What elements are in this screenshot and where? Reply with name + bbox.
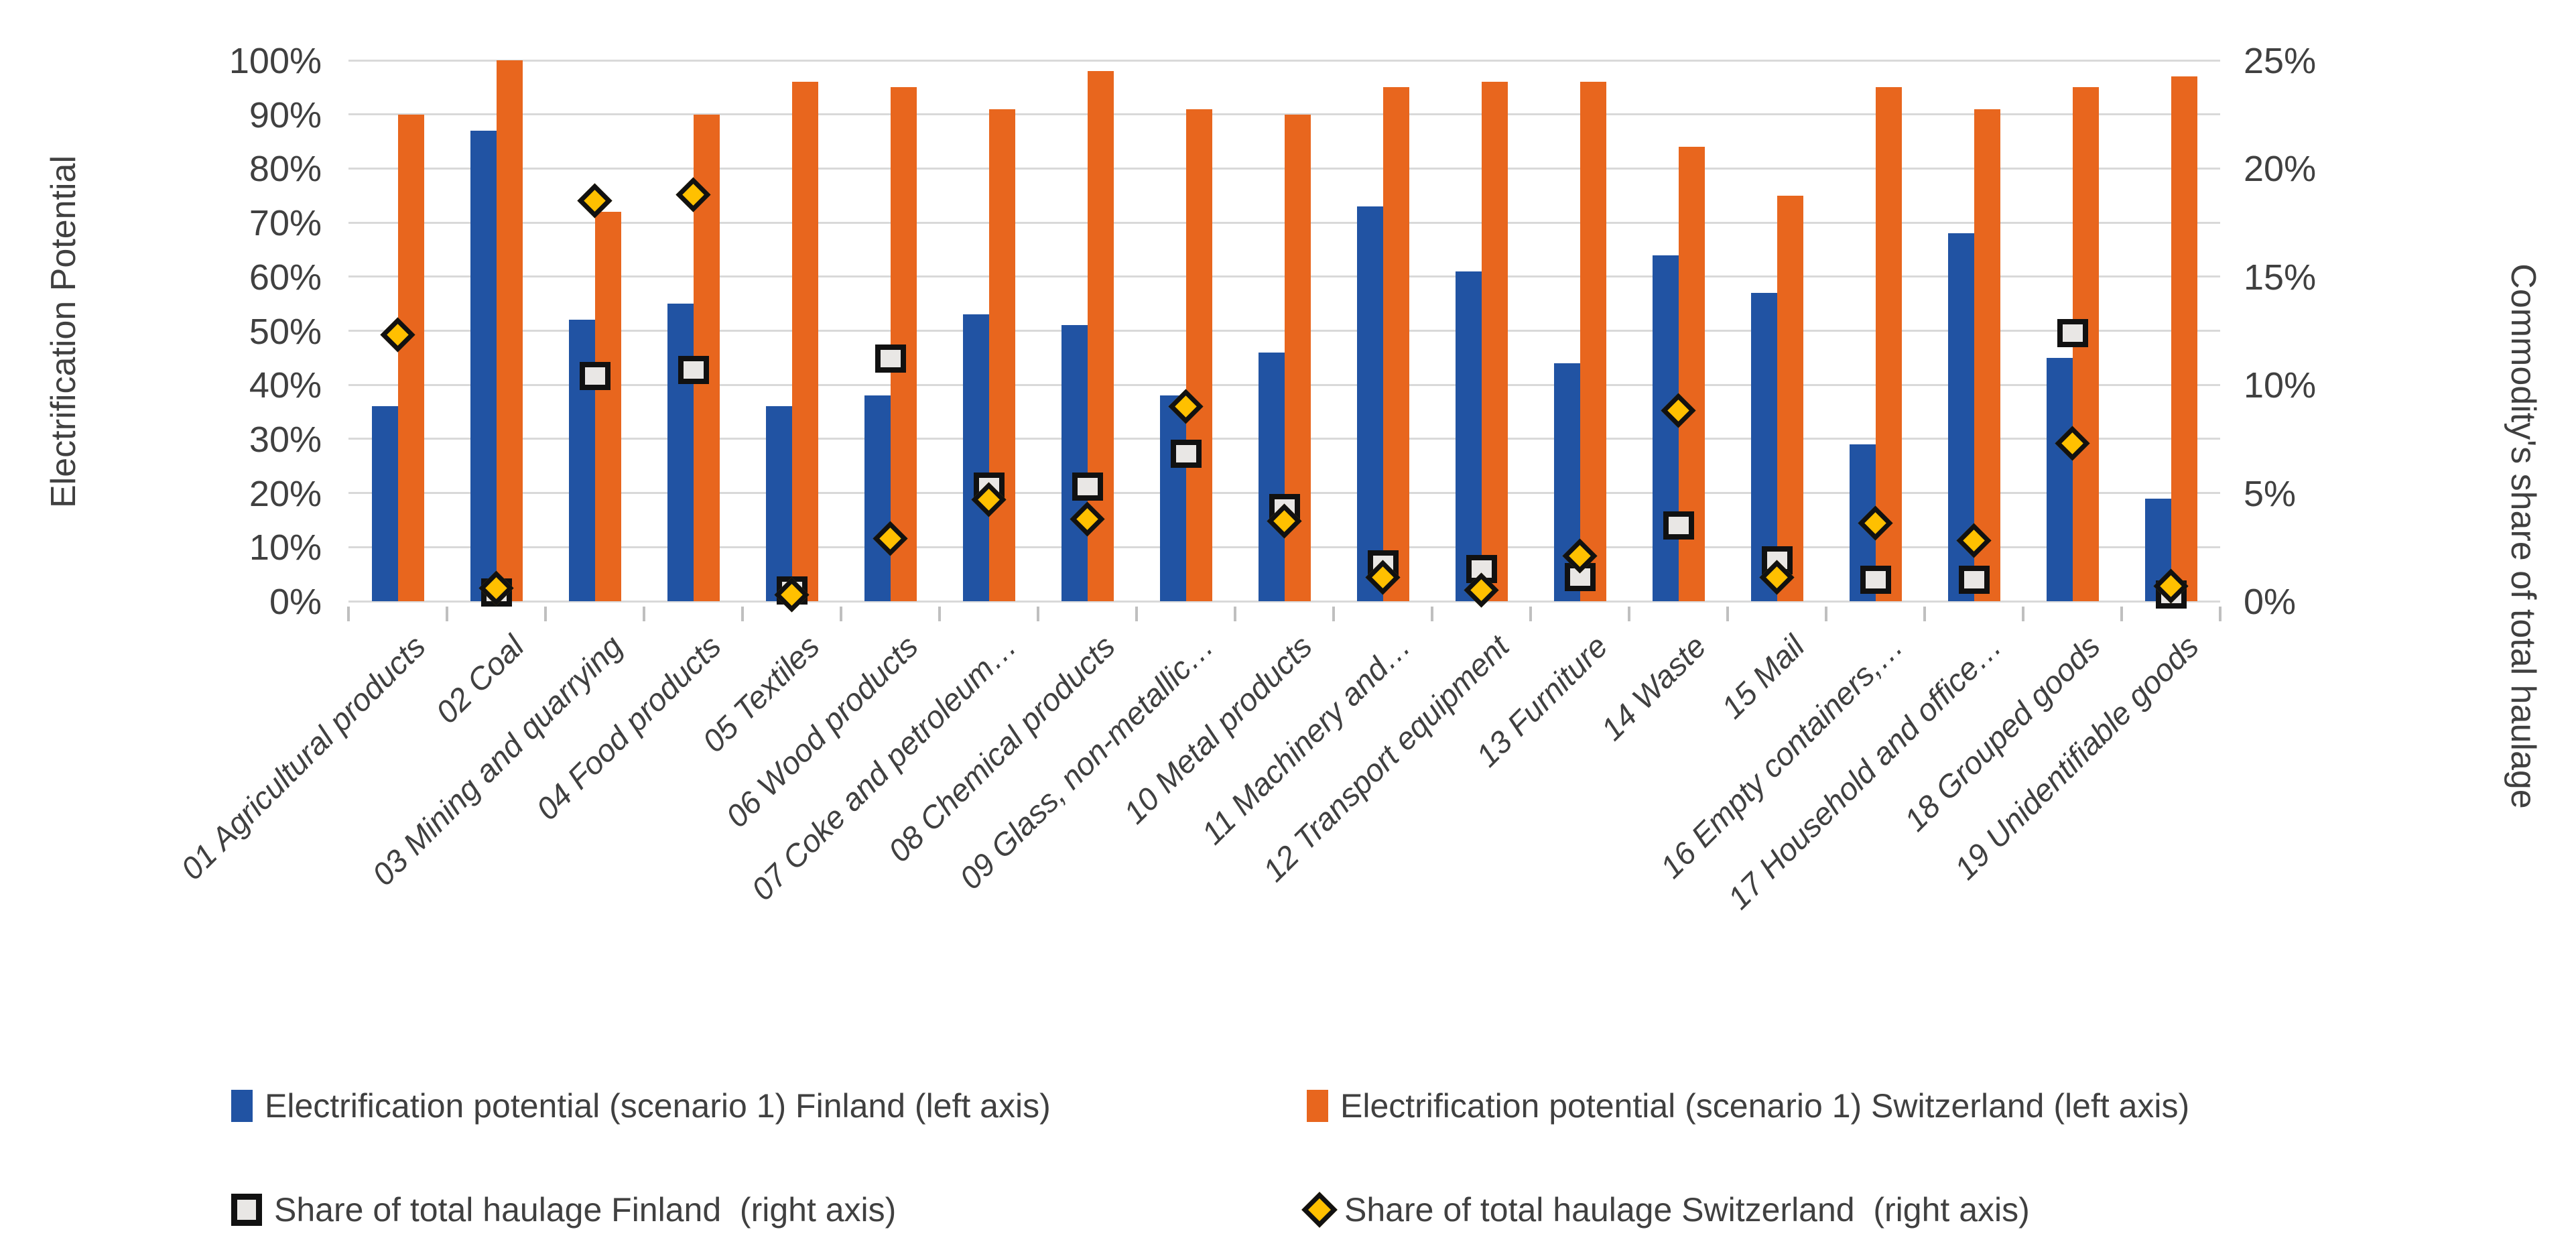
bar-electrification-finland <box>470 130 497 601</box>
left-axis-title: Electrification Potential <box>44 155 83 509</box>
x-axis-tick <box>1332 607 1335 621</box>
bar-electrification-finland <box>371 406 398 601</box>
x-axis-tick <box>2219 607 2221 621</box>
legend-item: Electrification potential (scenario 1) F… <box>231 1086 1051 1126</box>
bar-electrification-switzerland <box>1777 195 1803 601</box>
x-axis-tick <box>741 607 744 621</box>
x-axis-tick <box>1628 607 1630 621</box>
right-axis-tick-label: 5% <box>2244 473 2297 514</box>
x-axis-tick <box>1037 607 1039 621</box>
x-axis-tick <box>1431 607 1433 621</box>
legend-square-marker-icon <box>231 1194 262 1226</box>
bar-electrification-finland <box>1455 271 1482 601</box>
x-axis-tick <box>2120 607 2123 621</box>
marker-share-finland <box>579 362 610 391</box>
legend-item: Electrification potential (scenario 1) S… <box>1307 1086 2189 1126</box>
legend-item: Share of total haulage Switzerland (righ… <box>1301 1190 2030 1230</box>
x-axis-category-label: 15 Mail <box>1714 628 1811 725</box>
marker-share-finland <box>875 345 906 373</box>
left-axis-tick-label: 0% <box>269 582 322 622</box>
bar-electrification-finland <box>2046 357 2073 601</box>
bar-electrification-switzerland <box>1974 109 2000 601</box>
x-axis-tick <box>1529 607 1532 621</box>
bar-electrification-switzerland <box>1580 82 1606 601</box>
left-axis-tick-label: 30% <box>249 419 322 460</box>
marker-share-finland <box>678 355 709 384</box>
x-axis-tick <box>446 607 448 621</box>
x-axis-category-label: 14 Waste <box>1594 628 1713 747</box>
legend-label: Electrification potential (scenario 1) F… <box>265 1087 1051 1125</box>
marker-share-finland <box>1860 565 1891 594</box>
gridline <box>348 59 2220 62</box>
bar-electrification-switzerland <box>397 114 424 601</box>
x-axis-category-label: 10 Metal products <box>1116 628 1319 830</box>
x-axis-tick <box>840 607 842 621</box>
bar-electrification-switzerland <box>594 211 621 601</box>
left-axis-tick-label: 50% <box>249 311 322 352</box>
bar-electrification-finland <box>1258 352 1285 601</box>
legend-bar-swatch-icon <box>1307 1090 1328 1122</box>
left-axis-tick-label: 60% <box>249 257 322 298</box>
right-axis-tick-label: 0% <box>2244 582 2297 622</box>
x-axis-category-label: 06 Wood products <box>718 628 925 834</box>
left-axis-tick-label: 20% <box>249 473 322 514</box>
bar-electrification-switzerland <box>1382 87 1409 601</box>
x-axis-tick <box>643 607 645 621</box>
x-axis-tick <box>544 607 547 621</box>
bar-electrification-finland <box>1356 206 1383 601</box>
bar-electrification-finland <box>1652 255 1679 601</box>
left-axis-tick-label: 40% <box>249 365 322 406</box>
legend-label: Share of total haulage Switzerland (righ… <box>1344 1191 2030 1229</box>
bar-electrification-finland <box>1159 395 1186 601</box>
left-axis-tick-label: 80% <box>249 149 322 190</box>
bar-electrification-finland <box>864 395 891 601</box>
right-axis-tick-label: 20% <box>2244 149 2317 190</box>
marker-share-finland <box>1072 472 1103 501</box>
x-axis-tick <box>2022 607 2024 621</box>
bar-electrification-switzerland <box>1481 82 1508 601</box>
left-axis-tick-label: 100% <box>229 41 322 81</box>
left-axis-tick-label: 10% <box>249 527 322 568</box>
marker-share-finland <box>1663 511 1694 540</box>
left-axis-tick-label: 90% <box>249 95 322 135</box>
legend-item: Share of total haulage Finland (right ax… <box>231 1190 896 1230</box>
right-axis-tick-label: 15% <box>2244 257 2317 298</box>
x-axis-category-label: 04 Food products <box>529 628 728 827</box>
x-axis-tick <box>1234 607 1236 621</box>
marker-share-finland <box>2057 318 2088 347</box>
x-axis-tick <box>1923 607 1926 621</box>
bar-electrification-finland <box>962 314 989 601</box>
right-axis-tick-label: 25% <box>2244 41 2317 81</box>
x-axis-tick <box>1825 607 1827 621</box>
legend-label: Share of total haulage Finland (right ax… <box>274 1191 897 1229</box>
legend-bar-swatch-icon <box>231 1090 253 1122</box>
right-axis-tick-label: 10% <box>2244 365 2317 406</box>
bar-electrification-finland <box>1061 325 1088 601</box>
gridline <box>348 600 2220 603</box>
right-axis-title: Commodity's share of total haulage <box>2504 263 2542 809</box>
bar-electrification-finland <box>667 304 694 601</box>
bar-electrification-switzerland <box>2171 76 2197 601</box>
x-axis-tick <box>347 607 350 621</box>
x-axis-tick <box>1726 607 1729 621</box>
legend-label: Electrification potential (scenario 1) S… <box>1340 1087 2190 1125</box>
bar-electrification-switzerland <box>988 109 1015 601</box>
bar-electrification-switzerland <box>791 82 818 601</box>
bar-electrification-finland <box>765 406 792 601</box>
bar-electrification-switzerland <box>890 87 917 601</box>
bar-electrification-switzerland <box>1185 109 1212 601</box>
x-axis-category-label: 02 Coal <box>428 628 531 731</box>
legend-diamond-marker-icon <box>1301 1192 1338 1228</box>
left-axis-tick-label: 70% <box>249 203 322 244</box>
marker-share-finland <box>1958 565 1990 594</box>
marker-share-finland <box>1170 440 1202 468</box>
bar-electrification-switzerland <box>496 60 523 601</box>
x-axis-tick <box>938 607 941 621</box>
x-axis-tick <box>1135 607 1138 621</box>
